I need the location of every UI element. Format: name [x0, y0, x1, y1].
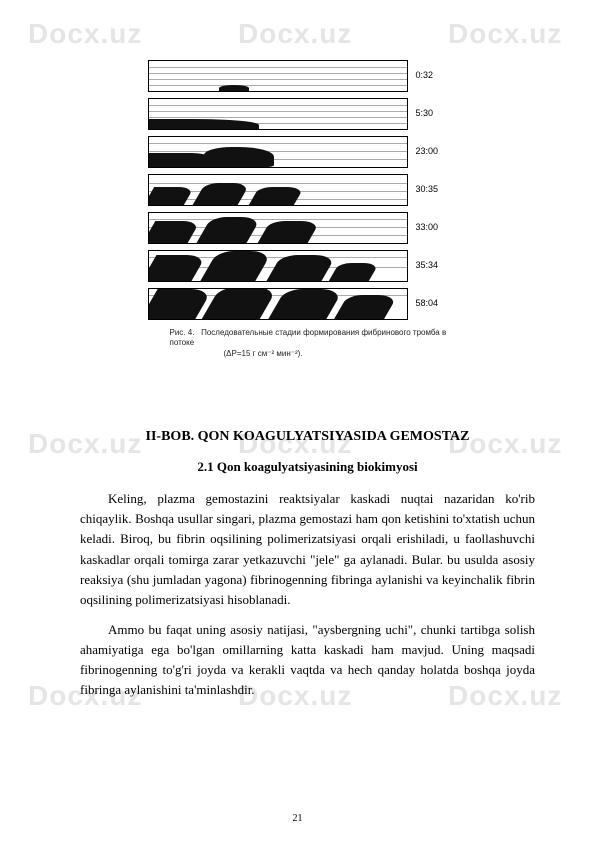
caption-text: Последовательные стадии формирования фиб…	[170, 328, 447, 347]
caption-formula: (ΔP=15 г см⁻² мин⁻²).	[224, 349, 468, 359]
caption-prefix: Рис. 4.	[170, 328, 195, 337]
figure-panel: 0:32	[148, 60, 468, 94]
chapter-title: II-BOB. QON KOAGULYATSIYASIDA GEMOSTAZ	[80, 429, 535, 445]
figure-panel: 5:30	[148, 98, 468, 132]
figure-panel: 30:35	[148, 174, 468, 208]
section-title: 2.1 Qon koagulyatsiyasining biokimyosi	[80, 459, 535, 475]
figure-panel: 23:00	[148, 136, 468, 170]
panel-time-label: 35:34	[416, 260, 439, 270]
panel-time-label: 0:32	[416, 70, 434, 80]
page-number: 21	[0, 813, 595, 824]
page-content: 0:32 5:30 23:00	[0, 0, 595, 731]
paragraph: Ammo bu faqat uning asosiy natijasi, "ay…	[80, 620, 535, 701]
panel-time-label: 58:04	[416, 298, 439, 308]
paragraph: Keling, plazma gemostazini reaktsiyalar …	[80, 489, 535, 610]
figure-panel: 33:00	[148, 212, 468, 246]
panel-time-label: 23:00	[416, 146, 439, 156]
figure-panel: 58:04	[148, 288, 468, 322]
panel-time-label: 30:35	[416, 184, 439, 194]
figure-panel: 35:34	[148, 250, 468, 284]
panel-time-label: 5:30	[416, 108, 434, 118]
figure: 0:32 5:30 23:00	[148, 60, 468, 359]
figure-caption: Рис. 4. Последовательные стадии формиров…	[170, 328, 468, 359]
panel-time-label: 33:00	[416, 222, 439, 232]
